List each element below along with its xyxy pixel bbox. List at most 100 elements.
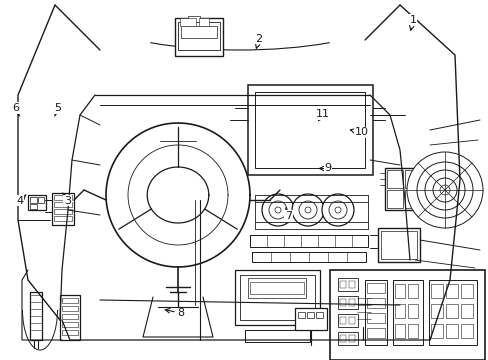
Bar xyxy=(337,296,357,309)
Circle shape xyxy=(298,201,316,219)
Bar xyxy=(175,18,223,56)
Bar xyxy=(329,270,484,360)
Bar xyxy=(380,231,416,259)
Bar xyxy=(394,324,404,338)
Circle shape xyxy=(334,207,340,213)
Circle shape xyxy=(416,162,472,218)
Circle shape xyxy=(262,194,293,226)
Bar xyxy=(54,202,72,207)
Bar xyxy=(315,312,323,318)
Bar xyxy=(339,317,346,324)
Bar xyxy=(339,335,346,342)
Bar xyxy=(407,304,417,318)
Bar xyxy=(415,282,433,300)
Bar xyxy=(348,299,354,306)
Bar xyxy=(366,283,384,293)
Bar xyxy=(417,284,431,298)
Bar xyxy=(297,312,305,318)
Bar xyxy=(30,197,37,203)
Bar xyxy=(62,314,78,319)
Bar xyxy=(339,299,346,306)
Bar xyxy=(337,314,357,327)
Bar xyxy=(384,168,422,210)
Text: 10: 10 xyxy=(349,127,368,138)
Text: 7: 7 xyxy=(285,208,291,221)
Bar xyxy=(181,26,217,38)
Bar xyxy=(306,312,313,318)
Bar xyxy=(407,284,417,298)
Bar xyxy=(348,335,354,342)
Bar xyxy=(386,280,412,302)
Circle shape xyxy=(432,178,456,202)
Circle shape xyxy=(328,201,346,219)
Bar xyxy=(404,190,418,208)
Bar xyxy=(348,317,354,324)
Circle shape xyxy=(274,207,281,213)
Bar xyxy=(54,209,72,214)
Circle shape xyxy=(305,207,310,213)
Bar xyxy=(54,216,72,221)
Text: 2: 2 xyxy=(255,34,262,48)
Bar xyxy=(366,313,384,323)
Bar xyxy=(366,298,384,308)
Bar xyxy=(377,228,419,262)
Bar xyxy=(445,304,457,318)
Bar xyxy=(28,195,46,210)
Bar xyxy=(294,308,326,330)
Bar xyxy=(247,278,305,298)
Bar xyxy=(364,280,386,345)
Bar xyxy=(430,304,442,318)
Bar xyxy=(249,282,304,294)
Bar xyxy=(52,193,74,225)
Bar xyxy=(460,324,472,338)
Bar xyxy=(30,204,37,209)
Bar xyxy=(430,324,442,338)
Bar xyxy=(337,332,357,345)
Text: 6: 6 xyxy=(12,103,20,116)
Text: 9: 9 xyxy=(319,163,330,174)
Bar xyxy=(366,328,384,338)
Bar xyxy=(240,275,314,320)
Text: 11: 11 xyxy=(315,109,329,121)
Bar xyxy=(251,252,365,262)
Circle shape xyxy=(321,194,353,226)
Bar xyxy=(247,85,372,175)
Bar xyxy=(460,284,472,298)
Bar xyxy=(404,170,420,188)
Text: 4: 4 xyxy=(16,195,26,206)
Bar xyxy=(386,170,402,188)
Bar xyxy=(62,322,78,327)
Bar xyxy=(180,18,196,26)
Bar xyxy=(384,278,414,304)
Text: 8: 8 xyxy=(165,308,184,318)
Text: 1: 1 xyxy=(409,15,416,30)
Bar xyxy=(428,280,476,345)
Bar xyxy=(394,284,404,298)
Bar xyxy=(249,235,367,247)
Circle shape xyxy=(439,185,449,195)
Bar xyxy=(30,292,42,340)
Bar xyxy=(187,16,200,22)
Bar xyxy=(407,324,417,338)
Bar xyxy=(62,298,78,303)
Bar xyxy=(178,22,220,50)
Bar xyxy=(430,284,442,298)
Bar xyxy=(254,92,364,168)
Bar xyxy=(348,281,354,288)
Text: 5: 5 xyxy=(54,103,61,116)
Bar xyxy=(445,324,457,338)
Circle shape xyxy=(291,194,324,226)
Bar xyxy=(199,18,208,26)
Circle shape xyxy=(406,152,482,228)
Bar xyxy=(62,330,78,335)
Bar xyxy=(392,280,422,345)
Bar xyxy=(445,284,457,298)
Bar xyxy=(54,195,72,200)
Bar xyxy=(386,190,402,208)
Bar xyxy=(244,330,309,342)
Circle shape xyxy=(424,170,464,210)
Bar xyxy=(354,295,372,327)
Bar xyxy=(337,278,357,291)
Bar xyxy=(60,295,80,340)
Bar xyxy=(38,197,44,203)
